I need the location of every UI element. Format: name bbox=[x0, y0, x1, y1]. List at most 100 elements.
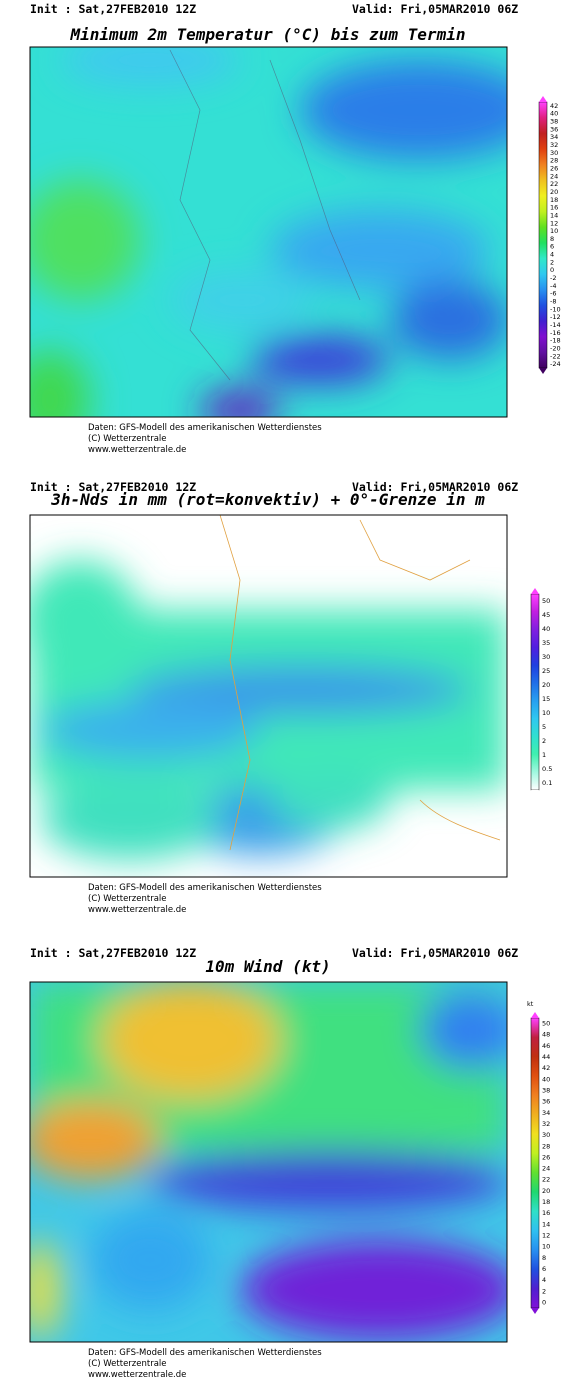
legend-label: 24 bbox=[542, 1165, 550, 1173]
valid-time: Valid: Fri,05MAR2010 06Z bbox=[352, 2, 518, 16]
init-time: Init : Sat,27FEB2010 12Z bbox=[30, 2, 196, 16]
precipitation-map bbox=[30, 515, 507, 877]
credit: (C) Wetterzentrale bbox=[88, 434, 167, 444]
temperature-map bbox=[30, 47, 507, 417]
legend-label: -8 bbox=[550, 298, 556, 306]
legend-label: 18 bbox=[542, 1198, 550, 1206]
colorbar bbox=[538, 101, 548, 369]
legend-label: 36 bbox=[550, 125, 558, 133]
legend-label: -22 bbox=[550, 352, 561, 360]
valid-time: Valid: Fri,05MAR2010 06Z bbox=[352, 946, 518, 960]
legend-label: 50 bbox=[542, 1020, 550, 1028]
credit: www.wetterzentrale.de bbox=[88, 905, 186, 915]
map-title: Minimum 2m Temperatur (°C) bis zum Termi… bbox=[70, 25, 466, 44]
legend-label: 10 bbox=[550, 227, 558, 235]
legend-label: 12 bbox=[542, 1232, 550, 1240]
legend-label: 35 bbox=[542, 639, 550, 647]
legend-label: 6 bbox=[550, 243, 554, 251]
legend-label: 40 bbox=[550, 110, 558, 118]
map-title: 10m Wind (kt) bbox=[205, 957, 330, 976]
legend-label: 46 bbox=[542, 1042, 550, 1050]
legend-label: 24 bbox=[550, 172, 558, 180]
legend-label: 20 bbox=[542, 681, 550, 689]
legend-label: 38 bbox=[550, 118, 558, 126]
legend-label: 30 bbox=[542, 653, 550, 661]
legend-label: 22 bbox=[542, 1176, 550, 1184]
legend-label: -24 bbox=[550, 360, 561, 368]
map-frame bbox=[29, 514, 508, 878]
legend-label: 30 bbox=[550, 149, 558, 157]
legend-label: -16 bbox=[550, 329, 561, 337]
map-frame bbox=[29, 46, 508, 418]
credit: www.wetterzentrale.de bbox=[88, 445, 186, 455]
init-time: Init : Sat,27FEB2010 12Z bbox=[30, 946, 196, 960]
init-time: Init : Sat,27FEB2010 12Z bbox=[30, 480, 196, 494]
legend-label: 5 bbox=[542, 723, 546, 731]
legend-label: 42 bbox=[550, 102, 558, 110]
legend-label: 16 bbox=[550, 204, 558, 212]
legend-label: 25 bbox=[542, 667, 550, 675]
legend-label: 4 bbox=[550, 251, 554, 259]
legend-label: 22 bbox=[550, 180, 558, 188]
legend-label: 10 bbox=[542, 1243, 550, 1251]
legend-label: 48 bbox=[542, 1031, 550, 1039]
colorbar-tip bbox=[531, 790, 539, 796]
legend-label: 34 bbox=[542, 1109, 550, 1117]
legend-label: 44 bbox=[542, 1053, 550, 1061]
legend-label: 28 bbox=[550, 157, 558, 165]
legend-label: 36 bbox=[542, 1098, 550, 1106]
legend-label: 32 bbox=[542, 1120, 550, 1128]
credit: Daten: GFS-Modell des amerikanischen Wet… bbox=[88, 883, 322, 893]
credit: www.wetterzentrale.de bbox=[88, 1370, 186, 1380]
colorbar-tip bbox=[531, 1308, 539, 1314]
legend-label: 0.5 bbox=[542, 765, 552, 773]
legend-label: 40 bbox=[542, 1075, 550, 1083]
legend-label: -6 bbox=[550, 290, 556, 298]
legend-unit: kt bbox=[527, 1000, 534, 1008]
legend-label: 16 bbox=[542, 1209, 550, 1217]
legend-label: 34 bbox=[550, 133, 558, 141]
legend-label: -18 bbox=[550, 337, 561, 345]
legend-label: 20 bbox=[550, 188, 558, 196]
legend-label: -4 bbox=[550, 282, 556, 290]
legend-label: 8 bbox=[542, 1254, 546, 1262]
credit: Daten: GFS-Modell des amerikanischen Wet… bbox=[88, 423, 322, 433]
legend-label: -2 bbox=[550, 274, 556, 282]
map-frame bbox=[29, 981, 508, 1343]
map-title: 3h-Nds in mm (rot=konvektiv) + 0°-Grenze… bbox=[50, 490, 485, 509]
colorbar bbox=[530, 593, 540, 791]
legend-label: 30 bbox=[542, 1131, 550, 1139]
legend-label: 26 bbox=[550, 165, 558, 173]
legend-label: 0 bbox=[542, 1298, 546, 1306]
legend-label: -12 bbox=[550, 313, 561, 321]
legend-label: 2 bbox=[542, 1287, 546, 1295]
legend-label: -14 bbox=[550, 321, 561, 329]
legend-label: -20 bbox=[550, 344, 561, 352]
legend-label: 45 bbox=[542, 611, 550, 619]
colorbar-tip bbox=[539, 96, 547, 102]
legend-label: 2 bbox=[550, 258, 554, 266]
legend-label: 15 bbox=[542, 695, 550, 703]
legend-label: 0 bbox=[550, 266, 554, 274]
credit: (C) Wetterzentrale bbox=[88, 1359, 167, 1369]
legend-label: 6 bbox=[542, 1265, 546, 1273]
legend-label: 0.1 bbox=[542, 779, 552, 787]
colorbar-tip bbox=[539, 368, 547, 374]
colorbar-tip bbox=[531, 1012, 539, 1018]
legend-label: 2 bbox=[542, 737, 546, 745]
legend-label: 14 bbox=[550, 211, 558, 219]
legend-label: 28 bbox=[542, 1142, 550, 1150]
credit: Daten: GFS-Modell des amerikanischen Wet… bbox=[88, 1348, 322, 1358]
credit: (C) Wetterzentrale bbox=[88, 894, 167, 904]
legend-label: 20 bbox=[542, 1187, 550, 1195]
legend-label: 12 bbox=[550, 219, 558, 227]
legend-label: 18 bbox=[550, 196, 558, 204]
legend-label: 1 bbox=[542, 751, 546, 759]
valid-time: Valid: Fri,05MAR2010 06Z bbox=[352, 480, 518, 494]
legend-label: 42 bbox=[542, 1064, 550, 1072]
colorbar-tip bbox=[531, 588, 539, 594]
legend-label: 50 bbox=[542, 597, 550, 605]
colorbar bbox=[530, 1017, 540, 1309]
legend-label: 38 bbox=[542, 1087, 550, 1095]
legend-label: 26 bbox=[542, 1153, 550, 1161]
